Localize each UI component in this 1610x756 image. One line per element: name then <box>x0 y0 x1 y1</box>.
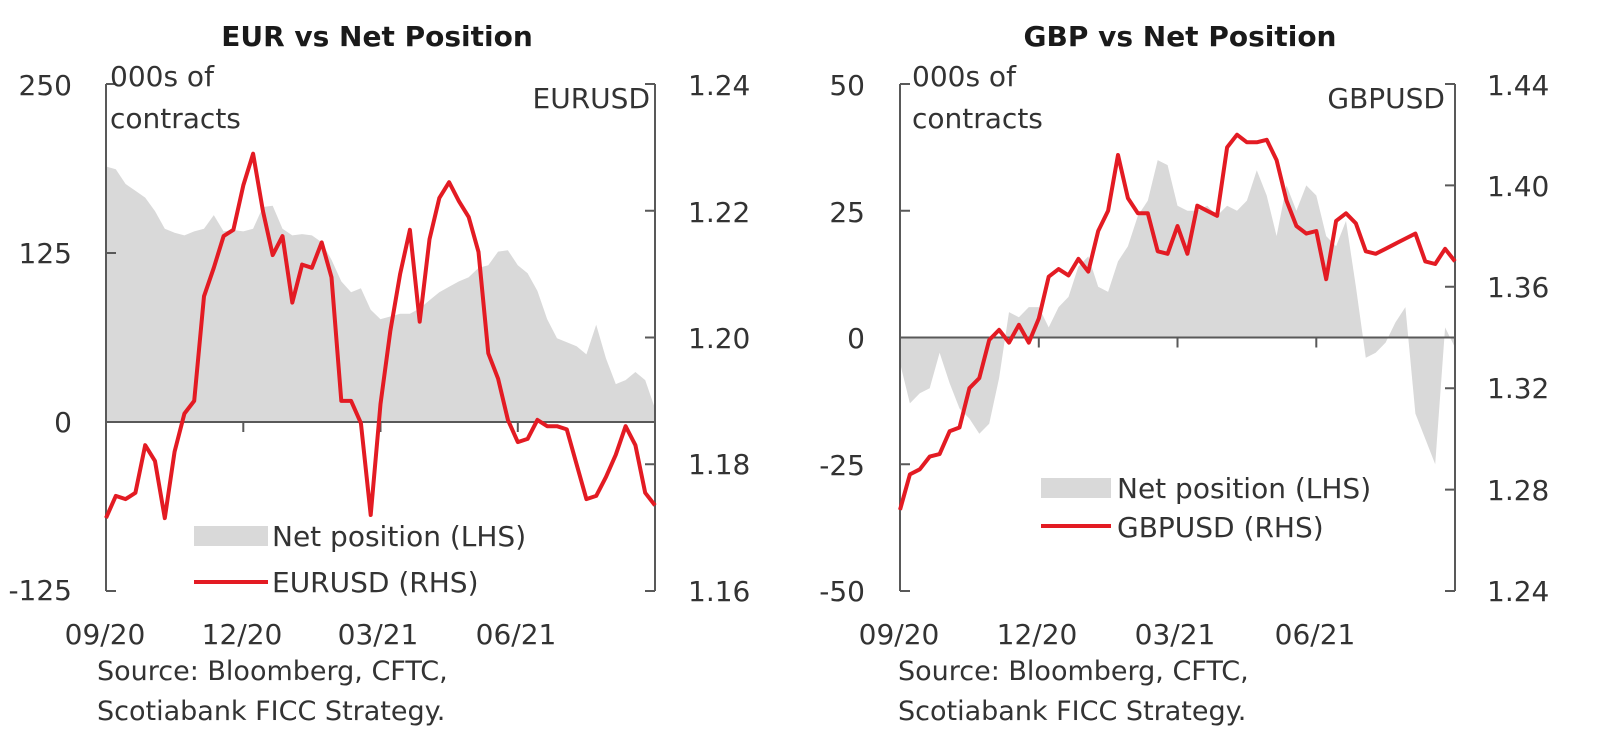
x-tick-label: 06/21 <box>476 618 557 651</box>
left-unit-label: contracts <box>110 102 241 135</box>
x-tick-label: 03/21 <box>338 618 419 651</box>
left-tick-label: 250 <box>19 69 72 102</box>
eurusd-line <box>104 151 657 521</box>
right-tick-label: 1.20 <box>688 322 750 355</box>
plot-area <box>898 83 1457 592</box>
left-axis-line <box>105 83 519 592</box>
left-unit-label: 000s of <box>912 60 1017 93</box>
chart-panel-gbp: GBP vs Net Position 50 25 0 -25 -50 1.44… <box>805 0 1610 756</box>
left-axis-line <box>899 83 1318 592</box>
chart-title: EUR vs Net Position <box>221 20 533 53</box>
source-note: Source: Bloomberg, CFTC, Scotiabank FICC … <box>97 652 448 732</box>
right-axis-line <box>1445 83 1456 592</box>
right-tick-label: 1.24 <box>1487 575 1549 608</box>
source-line: Scotiabank FICC Strategy. <box>898 696 1247 727</box>
net-position-area <box>106 166 655 422</box>
legend-swatch-area <box>194 526 268 546</box>
left-tick-label: 0 <box>847 322 865 355</box>
right-tick-label: 1.16 <box>688 575 750 608</box>
left-tick-label: 25 <box>829 196 865 229</box>
legend-swatch-area <box>1041 478 1111 498</box>
left-tick-label: -25 <box>819 449 865 482</box>
legend-label: Net position (LHS) <box>1117 472 1371 505</box>
chart-title: GBP vs Net Position <box>1024 20 1337 53</box>
left-tick-label: -125 <box>8 574 72 607</box>
right-tick-label: 1.40 <box>1487 170 1549 203</box>
right-unit-label: EURUSD <box>533 82 650 115</box>
x-tick-label: 12/20 <box>997 618 1078 651</box>
net-position-area <box>900 160 1455 465</box>
left-tick-label: 0 <box>54 406 72 439</box>
right-axis-line <box>645 83 656 592</box>
right-tick-label: 1.28 <box>1487 474 1549 507</box>
left-unit-label: contracts <box>912 102 1043 135</box>
legend: Net position (LHS) EURUSD (RHS) <box>194 520 526 599</box>
right-tick-label: 1.44 <box>1487 69 1549 102</box>
left-tick-label: 125 <box>19 237 72 270</box>
left-tick-label: 50 <box>829 69 865 102</box>
left-tick-label: -50 <box>819 575 865 608</box>
source-line: Scotiabank FICC Strategy. <box>97 696 446 727</box>
right-unit-label: GBPUSD <box>1327 82 1445 115</box>
gbpusd-line <box>898 132 1457 511</box>
eur-chart-svg: EUR vs Net Position 250 125 0 -125 1.24 … <box>8 20 750 651</box>
right-tick-label: 1.24 <box>688 69 750 102</box>
x-tick-label: 06/21 <box>1275 618 1356 651</box>
legend-label: EURUSD (RHS) <box>272 566 479 599</box>
source-line: Source: Bloomberg, CFTC, <box>97 656 448 687</box>
x-tick-label: 03/21 <box>1135 618 1216 651</box>
source-note: Source: Bloomberg, CFTC, Scotiabank FICC … <box>898 652 1249 732</box>
legend: Net position (LHS) GBPUSD (RHS) <box>1041 472 1371 544</box>
gbp-chart-svg: GBP vs Net Position 50 25 0 -25 -50 1.44… <box>819 20 1549 651</box>
chart-panel-eur: EUR vs Net Position 250 125 0 -125 1.24 … <box>8 20 750 732</box>
source-line: Source: Bloomberg, CFTC, <box>898 656 1249 687</box>
x-tick-label: 12/20 <box>202 618 283 651</box>
legend-label: Net position (LHS) <box>272 520 526 553</box>
right-tick-label: 1.22 <box>688 196 750 229</box>
legend-label: GBPUSD (RHS) <box>1117 511 1324 544</box>
right-tick-label: 1.32 <box>1487 372 1549 405</box>
x-tick-label: 09/20 <box>859 618 940 651</box>
plot-area <box>104 83 657 592</box>
right-tick-label: 1.36 <box>1487 271 1549 304</box>
right-tick-label: 1.18 <box>688 448 750 481</box>
x-tick-label: 09/20 <box>65 618 146 651</box>
left-unit-label: 000s of <box>110 60 215 93</box>
